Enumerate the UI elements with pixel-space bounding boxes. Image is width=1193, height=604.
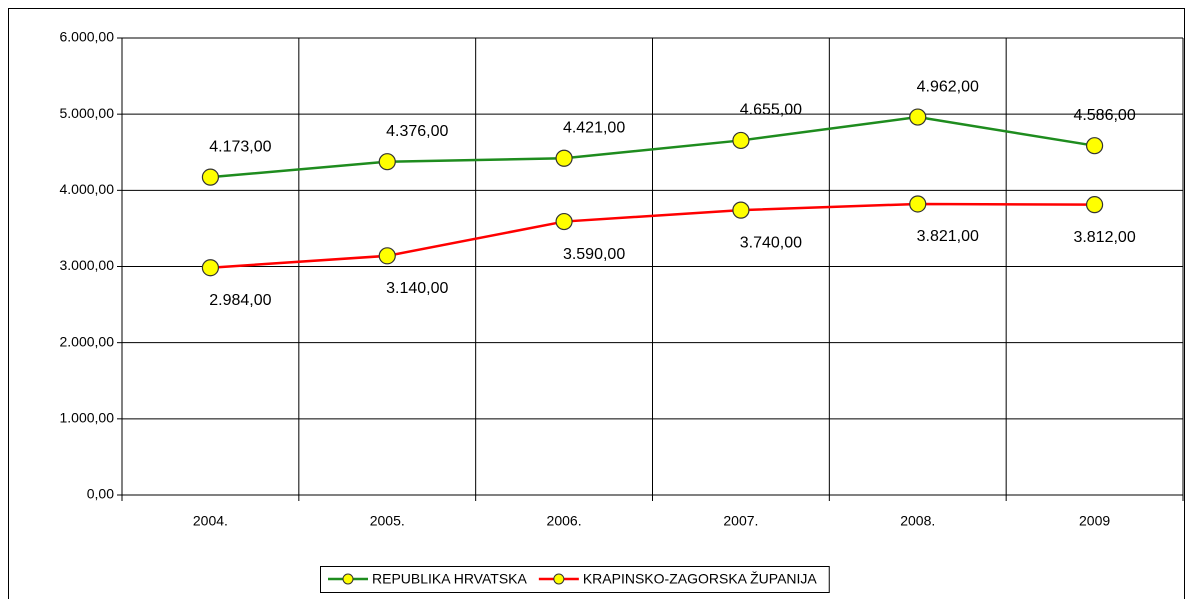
x-tick-label: 2004.: [193, 513, 228, 529]
value-label: 4.586,00: [1073, 107, 1135, 124]
marker: [555, 149, 573, 167]
marker: [732, 131, 750, 150]
marker: [1085, 137, 1104, 155]
value-label: 2.984,00: [209, 292, 271, 309]
value-label: 4.655,00: [740, 102, 802, 119]
value-label: 4.962,00: [917, 78, 979, 95]
value-label: 3.740,00: [740, 234, 802, 251]
value-label: 3.590,00: [563, 246, 625, 263]
value-label: 3.821,00: [917, 228, 979, 245]
y-tick-label: 3.000,00: [60, 257, 115, 273]
series-line: [210, 202, 1095, 269]
y-tick-label: 0,00: [87, 486, 114, 502]
marker: [909, 108, 927, 126]
marker: [378, 247, 396, 265]
marker: [1085, 196, 1104, 214]
value-label: 4.173,00: [209, 138, 271, 155]
legend-marker: [342, 573, 354, 585]
marker: [378, 153, 396, 171]
marker: [909, 195, 927, 213]
y-tick-label: 5.000,00: [60, 105, 115, 121]
y-tick-label: 6.000,00: [60, 29, 115, 45]
legend-label: REPUBLIKA HRVATSKA: [372, 571, 527, 587]
legend-label: KRAPINSKO-ZAGORSKA ŽUPANIJA: [583, 571, 818, 587]
x-tick-label: 2008.: [900, 513, 935, 529]
value-label: 4.421,00: [563, 119, 625, 136]
value-label: 3.140,00: [386, 280, 448, 297]
marker: [201, 168, 220, 186]
marker: [732, 201, 750, 219]
marker: [555, 212, 573, 231]
y-tick-label: 4.000,00: [60, 181, 115, 197]
series-line: [210, 115, 1095, 179]
x-tick-label: 2009: [1079, 513, 1110, 529]
chart-border: [8, 8, 1185, 604]
x-tick-label: 2005.: [370, 513, 405, 529]
marker: [201, 259, 220, 277]
y-tick-label: 1.000,00: [60, 410, 115, 426]
value-label: 3.812,00: [1073, 229, 1135, 246]
y-tick-label: 2.000,00: [60, 333, 115, 349]
legend-marker: [553, 573, 565, 585]
value-label: 4.376,00: [386, 123, 448, 140]
x-tick-label: 2007.: [723, 513, 758, 529]
x-tick-label: 2006.: [547, 513, 582, 529]
legend: REPUBLIKA HRVATSKA KRAPINSKO-ZAGORSKA ŽUP…: [320, 566, 830, 593]
